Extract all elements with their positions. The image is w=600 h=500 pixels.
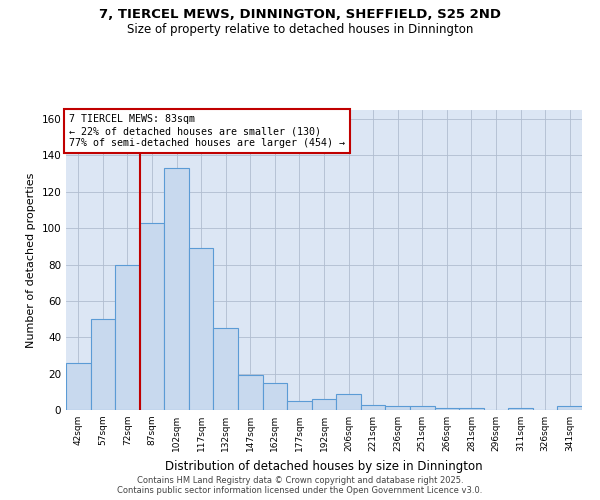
- Bar: [115, 264, 140, 410]
- Text: 7 TIERCEL MEWS: 83sqm
← 22% of detached houses are smaller (130)
77% of semi-det: 7 TIERCEL MEWS: 83sqm ← 22% of detached …: [68, 114, 344, 148]
- Bar: [410, 406, 434, 410]
- Bar: [66, 362, 91, 410]
- Bar: [140, 222, 164, 410]
- Bar: [459, 408, 484, 410]
- Bar: [557, 406, 582, 410]
- X-axis label: Distribution of detached houses by size in Dinnington: Distribution of detached houses by size …: [165, 460, 483, 472]
- Bar: [238, 376, 263, 410]
- Text: Contains HM Land Registry data © Crown copyright and database right 2025.
Contai: Contains HM Land Registry data © Crown c…: [118, 476, 482, 495]
- Text: 7, TIERCEL MEWS, DINNINGTON, SHEFFIELD, S25 2ND: 7, TIERCEL MEWS, DINNINGTON, SHEFFIELD, …: [99, 8, 501, 20]
- Bar: [287, 401, 312, 410]
- Bar: [189, 248, 214, 410]
- Bar: [91, 319, 115, 410]
- Bar: [385, 406, 410, 410]
- Bar: [508, 408, 533, 410]
- Bar: [312, 399, 336, 410]
- Bar: [434, 408, 459, 410]
- Bar: [263, 382, 287, 410]
- Bar: [336, 394, 361, 410]
- Bar: [164, 168, 189, 410]
- Text: Size of property relative to detached houses in Dinnington: Size of property relative to detached ho…: [127, 22, 473, 36]
- Bar: [214, 328, 238, 410]
- Y-axis label: Number of detached properties: Number of detached properties: [26, 172, 36, 348]
- Bar: [361, 404, 385, 410]
